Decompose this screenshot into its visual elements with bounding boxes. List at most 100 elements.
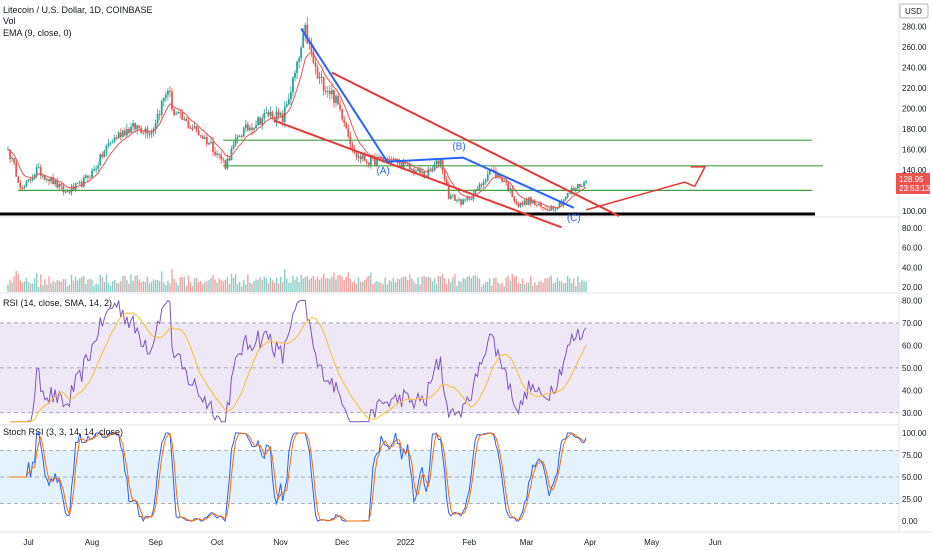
candle	[460, 199, 462, 205]
volume-bar	[523, 284, 526, 292]
candle	[509, 188, 512, 191]
candle	[363, 155, 366, 162]
volume-bar	[15, 270, 17, 292]
channel-upper	[331, 71, 620, 217]
volume-bar	[212, 275, 214, 292]
candle	[183, 119, 186, 121]
rsi-tick-label: 80.00	[902, 296, 923, 305]
volume-bar	[320, 277, 323, 292]
volume-bar	[271, 280, 274, 292]
candle	[556, 207, 559, 210]
volume-bar	[368, 275, 370, 292]
volume-bar	[435, 283, 438, 292]
candle	[492, 169, 495, 171]
volume-bar	[23, 281, 26, 292]
candle	[181, 112, 184, 120]
volume-bar	[167, 280, 169, 292]
volume-bar	[118, 283, 120, 292]
candle	[91, 170, 93, 178]
candle	[283, 106, 286, 122]
volume-bar	[159, 280, 161, 292]
volume-bar	[441, 273, 444, 292]
volume-bar	[482, 283, 485, 292]
rsi-tick-label: 60.00	[902, 341, 923, 350]
candle	[458, 199, 460, 201]
candle	[564, 197, 567, 200]
candle	[314, 62, 317, 67]
volume-bar	[538, 281, 540, 292]
time-tick-label: Sep	[148, 538, 163, 547]
candle	[454, 194, 456, 201]
candle	[212, 142, 214, 152]
candle	[23, 186, 26, 189]
candle	[201, 136, 204, 139]
candle	[337, 96, 339, 105]
candle	[335, 96, 337, 103]
volume-bar	[204, 282, 206, 292]
stoch-tick-label: 100.00	[902, 429, 927, 438]
volume-bar	[79, 278, 81, 292]
volume-bar	[228, 284, 231, 292]
candle	[169, 90, 171, 92]
volume-bar	[103, 282, 106, 292]
candle	[138, 125, 141, 128]
volume-bar	[398, 279, 401, 292]
volume-bar	[183, 277, 185, 292]
volume-bar	[269, 277, 272, 292]
candle	[85, 175, 87, 178]
volume-bar	[185, 285, 188, 292]
volume-bar	[353, 280, 356, 292]
candle	[80, 181, 83, 187]
candle	[189, 127, 192, 129]
volume-bar	[413, 281, 415, 292]
wave-label-b: (B)	[452, 141, 465, 152]
volume-bar	[50, 282, 52, 292]
candle	[232, 144, 235, 149]
volume-bar	[124, 275, 126, 292]
volume-bar	[374, 282, 376, 292]
volume-bar	[343, 280, 345, 292]
candle	[205, 137, 208, 145]
price-tick-label: 180.00	[902, 125, 927, 134]
volume-bar	[21, 282, 24, 292]
volume-bar	[220, 279, 222, 292]
volume-bar	[423, 275, 425, 292]
candle	[33, 174, 36, 179]
volume-bar	[224, 279, 226, 292]
candle	[99, 154, 102, 166]
time-tick-label: Mar	[520, 538, 534, 547]
price-tick-label: 260.00	[902, 43, 927, 52]
volume-bar	[571, 282, 573, 292]
candle	[558, 202, 561, 208]
candle	[253, 128, 255, 130]
price-tick-label: 240.00	[902, 63, 927, 72]
price-tick-label: 160.00	[902, 145, 927, 154]
volume-bar	[93, 285, 95, 292]
volume-bar	[499, 284, 501, 292]
candle	[306, 24, 309, 44]
volume-bar	[9, 280, 11, 292]
volume-bar	[144, 281, 147, 292]
candle	[445, 179, 448, 185]
currency-badge[interactable]: USD	[899, 3, 929, 19]
volume-bar	[13, 276, 15, 292]
volume-bar	[509, 280, 511, 292]
candle	[158, 113, 161, 115]
volume-bar	[111, 281, 114, 292]
candle	[464, 199, 467, 201]
volume-bar	[282, 281, 284, 292]
candle	[331, 90, 333, 95]
volume-bar	[331, 276, 333, 292]
price-tick-label: 200.00	[902, 104, 927, 113]
volume-bar	[456, 285, 458, 292]
volume-bar	[405, 276, 407, 292]
volume-bar	[238, 281, 241, 292]
last-price-value: 128.95	[899, 175, 924, 184]
volume-bar	[36, 273, 38, 292]
volume-bar	[552, 283, 554, 292]
volume-bar	[259, 277, 261, 292]
candle	[41, 175, 44, 177]
candle	[320, 76, 323, 78]
candle	[111, 141, 114, 143]
